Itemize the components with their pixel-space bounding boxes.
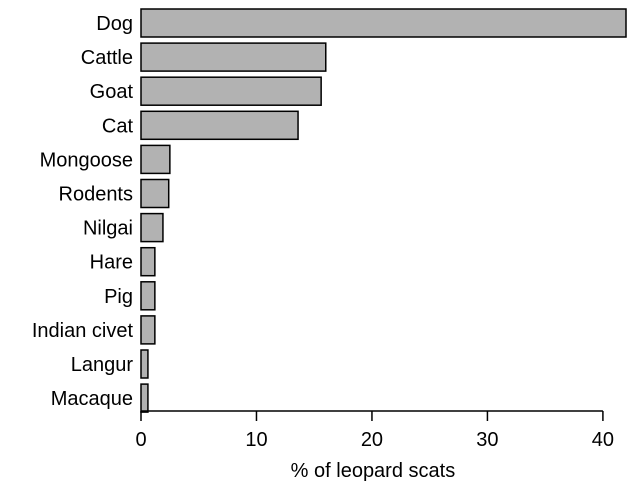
bar-dog [140, 8, 627, 38]
category-label: Dog [96, 13, 133, 35]
category-label: Macaque [51, 388, 133, 410]
category-label: Cat [102, 115, 134, 137]
bar-cat [140, 110, 299, 141]
bar-hare [140, 246, 156, 277]
category-label: Mongoose [40, 149, 133, 171]
x-tick-label: 10 [245, 429, 267, 451]
category-label: Nilgai [83, 218, 133, 240]
x-tick-label: 30 [476, 429, 498, 451]
category-label: Rodents [59, 184, 134, 206]
bars [140, 8, 627, 413]
x-axis-title: % of leopard scats [291, 460, 456, 482]
category-label: Cattle [81, 47, 133, 69]
bar-goat [140, 76, 322, 106]
bar-langur [140, 349, 149, 379]
bar-mongoose [140, 144, 171, 175]
category-label: Pig [104, 286, 133, 308]
category-label: Langur [71, 354, 134, 376]
bar-cattle [140, 42, 327, 72]
bar-rodents [140, 178, 170, 209]
category-label: Goat [90, 81, 134, 103]
category-labels: Dog Cattle Goat Cat Mongoose Rodents Nilgai Har… [32, 13, 134, 410]
x-tick-label: 20 [361, 429, 383, 451]
bar-pig [140, 281, 156, 311]
category-label: Indian civet [32, 320, 134, 342]
bar-indian-civet [140, 315, 156, 345]
x-axis-ticks: 0 10 20 30 40 [135, 411, 614, 451]
bar-macaque [140, 383, 149, 413]
x-tick-label: 40 [592, 429, 614, 451]
x-tick-label: 0 [135, 429, 146, 451]
bar-nilgai [140, 212, 164, 243]
category-label: Hare [90, 252, 133, 274]
